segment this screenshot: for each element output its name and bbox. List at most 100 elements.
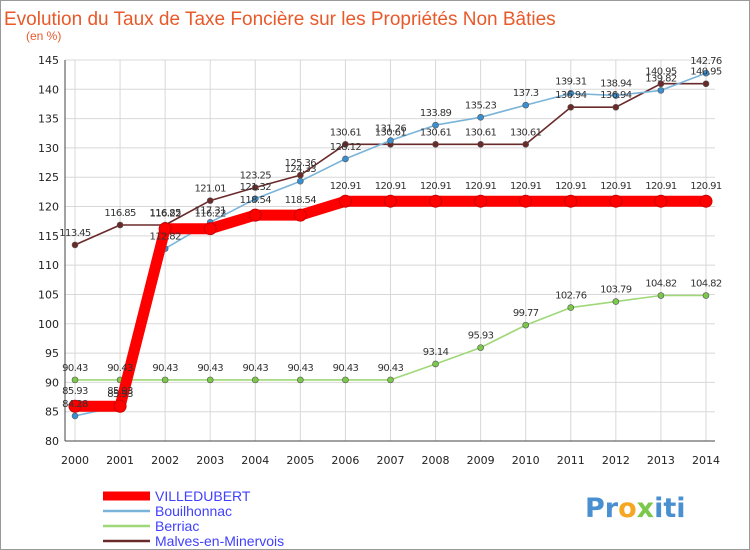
legend-item-bouilhonnac: Bouilhonnac bbox=[103, 503, 232, 519]
data-label-berriac: 90.43 bbox=[378, 363, 404, 374]
series-villedubert bbox=[68, 194, 713, 413]
data-label-villedubert: 120.91 bbox=[645, 181, 677, 192]
data-label-berriac: 103.79 bbox=[600, 285, 632, 296]
data-label-malves-en-minervois: 123.25 bbox=[240, 170, 272, 181]
data-label-malves-en-minervois: 116.85 bbox=[104, 208, 136, 219]
point-malves-en-minervois bbox=[342, 141, 349, 148]
point-bouilhonnac bbox=[297, 177, 304, 185]
chart-subtitle: (en %) bbox=[26, 29, 61, 43]
point-villedubert bbox=[293, 208, 307, 222]
point-villedubert bbox=[203, 222, 217, 236]
point-malves-en-minervois bbox=[116, 221, 124, 229]
x-tick-label: 2001 bbox=[106, 454, 134, 467]
data-label-villedubert: 85.93 bbox=[62, 386, 88, 397]
data-label-bouilhonnac: 124.33 bbox=[285, 164, 317, 175]
data-label-malves-en-minervois: 140.95 bbox=[690, 67, 722, 78]
legend: VILLEDUBERTBouilhonnacBerriacMalves-en-M… bbox=[103, 488, 284, 549]
y-tick-label: 85 bbox=[45, 406, 59, 419]
data-label-malves-en-minervois: 130.61 bbox=[375, 127, 407, 138]
data-label-bouilhonnac: 121.32 bbox=[240, 182, 272, 193]
series-layer bbox=[68, 69, 713, 420]
point-villedubert bbox=[519, 194, 533, 208]
x-tick-label: 2010 bbox=[512, 454, 540, 467]
point-berriac bbox=[567, 304, 575, 311]
point-villedubert bbox=[113, 399, 127, 413]
data-label-malves-en-minervois: 130.61 bbox=[465, 127, 497, 138]
data-labels: 90.43 90.43 90.43 90.43 90.43 90.43 90.43 90.43… bbox=[59, 56, 722, 410]
data-label-malves-en-minervois: 130.61 bbox=[420, 127, 452, 138]
point-malves-en-minervois bbox=[522, 141, 530, 148]
logo-part: Pr bbox=[585, 493, 619, 524]
data-label-villedubert: 120.91 bbox=[600, 181, 632, 192]
data-label-villedubert: 116.22 bbox=[149, 209, 181, 220]
logo-part: x bbox=[637, 493, 654, 524]
point-bouilhonnac bbox=[612, 92, 620, 99]
data-label-berriac: 90.43 bbox=[333, 363, 359, 374]
data-label-bouilhonnac: 139.31 bbox=[555, 76, 587, 87]
point-bouilhonnac bbox=[702, 69, 710, 77]
y-tick-label: 135 bbox=[38, 113, 59, 126]
data-label-bouilhonnac: 85.93 bbox=[107, 389, 133, 400]
point-malves-en-minervois bbox=[251, 184, 259, 191]
data-label-berriac: 104.82 bbox=[645, 279, 677, 290]
point-berriac bbox=[432, 360, 439, 368]
data-label-villedubert: 118.54 bbox=[240, 195, 272, 206]
data-label-bouilhonnac: 135.23 bbox=[465, 100, 497, 111]
data-label-bouilhonnac: 139.82 bbox=[645, 73, 677, 84]
y-tick-label: 130 bbox=[38, 142, 59, 155]
data-label-bouilhonnac: 137.3 bbox=[513, 88, 539, 99]
legend-label-villedubert: VILLEDUBERT bbox=[155, 488, 251, 504]
data-label-berriac: 90.43 bbox=[288, 363, 314, 374]
legend-item-villedubert: VILLEDUBERT bbox=[103, 488, 251, 504]
point-villedubert bbox=[248, 208, 262, 222]
data-label-villedubert: 120.91 bbox=[510, 181, 542, 192]
x-tick-label: 2005 bbox=[286, 454, 314, 467]
chart-title: Evolution du Taux de Taxe Foncière sur l… bbox=[4, 9, 556, 30]
data-label-malves-en-minervois: 136.94 bbox=[555, 90, 587, 101]
data-label-bouilhonnac: 138.94 bbox=[600, 79, 632, 90]
point-bouilhonnac bbox=[657, 87, 665, 94]
point-bouilhonnac bbox=[567, 90, 575, 97]
legend-item-malves-en-minervois: Malves-en-Minervois bbox=[103, 533, 284, 549]
point-berriac bbox=[297, 376, 304, 384]
x-axis: 2000 2001 2002 2003 2004 2005 2006 2007 2008 2009… bbox=[61, 440, 720, 467]
point-bouilhonnac bbox=[477, 113, 484, 121]
x-tick-label: 2014 bbox=[692, 454, 720, 467]
y-axis: 80 85 90 95 100 105 110 115 120 125 130 135 140 145 bbox=[38, 54, 66, 448]
point-berriac bbox=[387, 376, 394, 384]
y-tick-label: 110 bbox=[38, 259, 59, 272]
data-label-berriac: 90.43 bbox=[107, 363, 133, 374]
legend-label-malves-en-minervois: Malves-en-Minervois bbox=[155, 533, 284, 549]
point-villedubert bbox=[699, 194, 713, 208]
proxiti-logo: Proxiti bbox=[585, 493, 686, 524]
data-label-berriac: 90.43 bbox=[197, 363, 223, 374]
data-label-berriac: 90.43 bbox=[152, 363, 178, 374]
point-villedubert bbox=[68, 399, 82, 413]
data-label-malves-en-minervois: 140.95 bbox=[645, 67, 677, 78]
y-tick-label: 125 bbox=[38, 171, 59, 184]
point-villedubert bbox=[609, 194, 623, 208]
point-berriac bbox=[477, 344, 484, 351]
data-label-berriac: 90.43 bbox=[242, 363, 268, 374]
y-tick-label: 105 bbox=[38, 288, 59, 301]
point-villedubert bbox=[474, 194, 488, 208]
legend-label-bouilhonnac: Bouilhonnac bbox=[155, 503, 232, 519]
data-label-berriac: 90.43 bbox=[62, 363, 88, 374]
point-malves-en-minervois bbox=[567, 103, 575, 111]
data-label-bouilhonnac: 142.76 bbox=[690, 56, 722, 67]
point-malves-en-minervois bbox=[477, 141, 484, 148]
data-label-malves-en-minervois: 113.45 bbox=[59, 228, 91, 239]
point-bouilhonnac bbox=[387, 137, 394, 144]
point-berriac bbox=[522, 321, 530, 329]
data-label-villedubert: 85.93 bbox=[107, 386, 133, 397]
point-malves-en-minervois bbox=[657, 80, 665, 88]
x-tick-label: 2004 bbox=[241, 454, 269, 467]
x-tick-label: 2008 bbox=[422, 454, 450, 467]
point-malves-en-minervois bbox=[702, 80, 710, 88]
point-berriac bbox=[251, 376, 259, 384]
y-tick-label: 95 bbox=[45, 347, 59, 360]
y-tick-label: 100 bbox=[38, 318, 59, 331]
data-label-malves-en-minervois: 125.36 bbox=[285, 158, 317, 169]
point-bouilhonnac bbox=[432, 121, 439, 129]
